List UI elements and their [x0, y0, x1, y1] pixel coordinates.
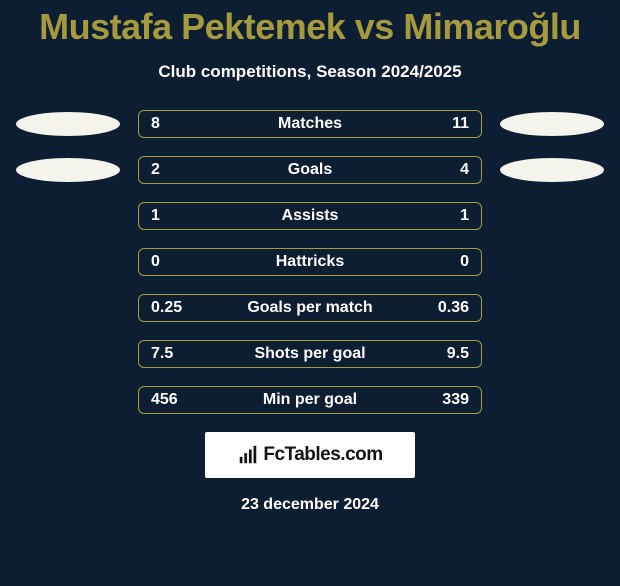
stat-right-value: 0 [460, 253, 469, 271]
chart-icon [237, 444, 259, 466]
stat-row: 7.5Shots per goal9.5 [0, 340, 620, 368]
brand-text: FcTables.com [263, 444, 382, 466]
stats-container: 8Matches112Goals41Assists10Hattricks00.2… [0, 110, 620, 414]
player-right-blob [500, 112, 604, 136]
stat-bar: 1Assists1 [138, 202, 482, 230]
player-right-blob [500, 158, 604, 182]
stat-left-value: 456 [151, 391, 178, 409]
stat-row: 0.25Goals per match0.36 [0, 294, 620, 322]
stat-left-value: 7.5 [151, 345, 173, 363]
stat-right-value: 4 [460, 161, 469, 179]
stat-bar: 2Goals4 [138, 156, 482, 184]
stat-left-value: 0.25 [151, 299, 182, 317]
stat-label: Min per goal [139, 391, 481, 409]
stat-label: Assists [139, 207, 481, 225]
date-label: 23 december 2024 [0, 496, 620, 514]
stat-row: 8Matches11 [0, 110, 620, 138]
stat-label: Goals per match [139, 299, 481, 317]
stat-label: Shots per goal [139, 345, 481, 363]
stat-right-value: 0.36 [438, 299, 469, 317]
stat-row: 2Goals4 [0, 156, 620, 184]
stat-bar: 456Min per goal339 [138, 386, 482, 414]
player-left-blob [16, 112, 120, 136]
stat-label: Matches [139, 115, 481, 133]
comparison-title: Mustafa Pektemek vs Mimaroğlu [0, 6, 620, 48]
stat-bar: 0.25Goals per match0.36 [138, 294, 482, 322]
stat-left-value: 0 [151, 253, 160, 271]
stat-row: 1Assists1 [0, 202, 620, 230]
stat-label: Hattricks [139, 253, 481, 271]
stat-right-value: 9.5 [447, 345, 469, 363]
stat-bar: 7.5Shots per goal9.5 [138, 340, 482, 368]
player-left-blob [16, 158, 120, 182]
stat-label: Goals [139, 161, 481, 179]
stat-left-value: 2 [151, 161, 160, 179]
stat-bar: 0Hattricks0 [138, 248, 482, 276]
stat-row: 0Hattricks0 [0, 248, 620, 276]
stat-row: 456Min per goal339 [0, 386, 620, 414]
stat-right-value: 11 [452, 115, 469, 133]
stat-right-value: 1 [460, 207, 469, 225]
comparison-subtitle: Club competitions, Season 2024/2025 [0, 62, 620, 82]
stat-left-value: 1 [151, 207, 160, 225]
brand-badge: FcTables.com [205, 432, 415, 478]
stat-left-value: 8 [151, 115, 160, 133]
stat-right-value: 339 [442, 391, 469, 409]
stat-bar: 8Matches11 [138, 110, 482, 138]
